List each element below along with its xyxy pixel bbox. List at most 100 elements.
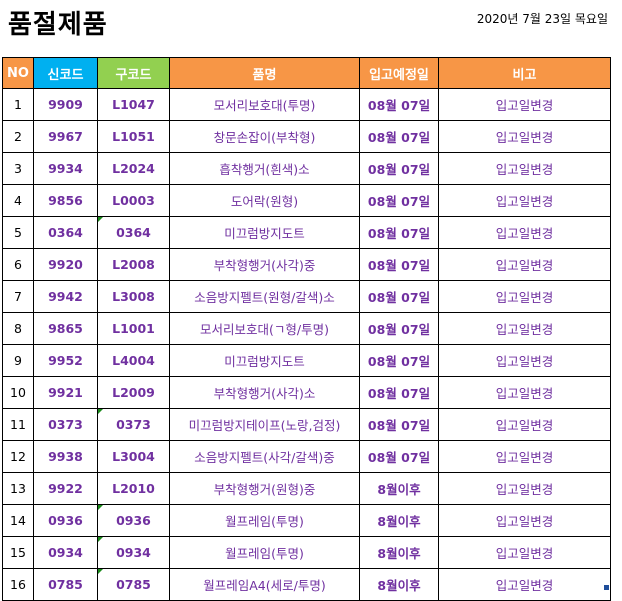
product-name-cell[interactable]: 월프레임A4(세로/투명) <box>169 568 360 601</box>
new-code-cell[interactable]: 9921 <box>33 376 98 409</box>
row-number[interactable]: 16 <box>2 568 34 601</box>
old-code-cell[interactable]: L1047 <box>97 88 170 121</box>
old-code-cell[interactable]: 0785 <box>97 568 170 601</box>
header-new-code: 신코드 <box>33 57 98 89</box>
header-note: 비고 <box>438 57 611 89</box>
old-code-cell[interactable]: 0373 <box>97 408 170 441</box>
note-cell[interactable]: 입고일변경 <box>438 312 611 345</box>
row-number[interactable]: 6 <box>2 248 34 281</box>
row-number[interactable]: 2 <box>2 120 34 153</box>
product-name-cell[interactable]: 부착형행거(원형)중 <box>169 472 360 505</box>
arrival-date-cell[interactable]: 08월 07일 <box>359 248 439 281</box>
row-number[interactable]: 8 <box>2 312 34 345</box>
arrival-date-cell[interactable]: 8월이후 <box>359 504 439 537</box>
product-name-cell[interactable]: 모서리보호대(ㄱ형/투명) <box>169 312 360 345</box>
arrival-date-cell[interactable]: 8월이후 <box>359 536 439 569</box>
table-row: 15 0934 0934 월프레임(투명) 8월이후 입고일변경 <box>2 536 611 569</box>
old-code-cell[interactable]: L0003 <box>97 184 170 217</box>
note-cell[interactable]: 입고일변경 <box>438 536 611 569</box>
arrival-date-cell[interactable]: 08월 07일 <box>359 120 439 153</box>
arrival-date-cell[interactable]: 08월 07일 <box>359 344 439 377</box>
note-cell[interactable]: 입고일변경 <box>438 408 611 441</box>
row-number[interactable]: 15 <box>2 536 34 569</box>
note-cell[interactable]: 입고일변경 <box>438 280 611 313</box>
arrival-date-cell[interactable]: 08월 07일 <box>359 376 439 409</box>
product-name-cell[interactable]: 미끄럼방지테이프(노랑,검정) <box>169 408 360 441</box>
old-code-cell[interactable]: L2010 <box>97 472 170 505</box>
note-cell[interactable]: 입고일변경 <box>438 88 611 121</box>
new-code-cell[interactable]: 9942 <box>33 280 98 313</box>
row-number[interactable]: 7 <box>2 280 34 313</box>
cell-resize-handle[interactable] <box>604 585 609 590</box>
old-code-cell[interactable]: L1001 <box>97 312 170 345</box>
arrival-date-cell[interactable]: 8월이후 <box>359 568 439 601</box>
old-code-cell[interactable]: L3004 <box>97 440 170 473</box>
old-code-cell[interactable]: 0934 <box>97 536 170 569</box>
product-name-cell[interactable]: 흡착행거(흰색)소 <box>169 152 360 185</box>
old-code-cell[interactable]: L4004 <box>97 344 170 377</box>
new-code-cell[interactable]: 9856 <box>33 184 98 217</box>
new-code-cell[interactable]: 9920 <box>33 248 98 281</box>
row-number[interactable]: 5 <box>2 216 34 249</box>
row-number[interactable]: 9 <box>2 344 34 377</box>
new-code-cell[interactable]: 0936 <box>33 504 98 537</box>
row-number[interactable]: 1 <box>2 88 34 121</box>
arrival-date-cell[interactable]: 08월 07일 <box>359 152 439 185</box>
row-number[interactable]: 14 <box>2 504 34 537</box>
row-number[interactable]: 11 <box>2 408 34 441</box>
note-cell[interactable]: 입고일변경 <box>438 120 611 153</box>
new-code-cell[interactable]: 9865 <box>33 312 98 345</box>
old-code-cell[interactable]: L2009 <box>97 376 170 409</box>
arrival-date-cell[interactable]: 08월 07일 <box>359 408 439 441</box>
arrival-date-cell[interactable]: 8월이후 <box>359 472 439 505</box>
arrival-date-cell[interactable]: 08월 07일 <box>359 440 439 473</box>
product-name-cell[interactable]: 소음방지펠트(원형/갈색)소 <box>169 280 360 313</box>
note-cell[interactable]: 입고일변경 <box>438 216 611 249</box>
row-number[interactable]: 4 <box>2 184 34 217</box>
arrival-date-cell[interactable]: 08월 07일 <box>359 216 439 249</box>
new-code-cell[interactable]: 9952 <box>33 344 98 377</box>
product-name-cell[interactable]: 미끄럼방지도트 <box>169 344 360 377</box>
row-number[interactable]: 12 <box>2 440 34 473</box>
old-code-cell[interactable]: L2024 <box>97 152 170 185</box>
new-code-cell[interactable]: 9938 <box>33 440 98 473</box>
note-cell[interactable]: 입고일변경 <box>438 472 611 505</box>
old-code-cell[interactable]: L2008 <box>97 248 170 281</box>
product-name-cell[interactable]: 모서리보호대(투명) <box>169 88 360 121</box>
new-code-cell[interactable]: 0373 <box>33 408 98 441</box>
product-name-cell[interactable]: 월프레임(투명) <box>169 504 360 537</box>
new-code-cell[interactable]: 9967 <box>33 120 98 153</box>
old-code-cell[interactable]: 0936 <box>97 504 170 537</box>
note-cell[interactable]: 입고일변경 <box>438 344 611 377</box>
new-code-cell[interactable]: 0934 <box>33 536 98 569</box>
old-code-cell[interactable]: 0364 <box>97 216 170 249</box>
row-number[interactable]: 13 <box>2 472 34 505</box>
new-code-cell[interactable]: 9934 <box>33 152 98 185</box>
new-code-cell[interactable]: 9909 <box>33 88 98 121</box>
product-name-cell[interactable]: 도어락(원형) <box>169 184 360 217</box>
note-cell[interactable]: 입고일변경 <box>438 376 611 409</box>
note-cell[interactable]: 입고일변경 <box>438 568 611 601</box>
new-code-cell[interactable]: 9922 <box>33 472 98 505</box>
arrival-date-cell[interactable]: 08월 07일 <box>359 184 439 217</box>
product-name-cell[interactable]: 부착형행거(사각)중 <box>169 248 360 281</box>
note-cell[interactable]: 입고일변경 <box>438 248 611 281</box>
row-number[interactable]: 10 <box>2 376 34 409</box>
product-name-cell[interactable]: 소음방지펠트(사각/갈색)중 <box>169 440 360 473</box>
note-cell[interactable]: 입고일변경 <box>438 440 611 473</box>
arrival-date-cell[interactable]: 08월 07일 <box>359 88 439 121</box>
product-name-cell[interactable]: 월프레임(투명) <box>169 536 360 569</box>
note-cell[interactable]: 입고일변경 <box>438 504 611 537</box>
row-number[interactable]: 3 <box>2 152 34 185</box>
new-code-cell[interactable]: 0364 <box>33 216 98 249</box>
old-code-cell[interactable]: L1051 <box>97 120 170 153</box>
arrival-date-cell[interactable]: 08월 07일 <box>359 280 439 313</box>
arrival-date-cell[interactable]: 08월 07일 <box>359 312 439 345</box>
new-code-cell[interactable]: 0785 <box>33 568 98 601</box>
note-cell[interactable]: 입고일변경 <box>438 184 611 217</box>
old-code-cell[interactable]: L3008 <box>97 280 170 313</box>
product-name-cell[interactable]: 미끄럼방지도트 <box>169 216 360 249</box>
note-cell[interactable]: 입고일변경 <box>438 152 611 185</box>
product-name-cell[interactable]: 창문손잡이(부착형) <box>169 120 360 153</box>
product-name-cell[interactable]: 부착형행거(사각)소 <box>169 376 360 409</box>
